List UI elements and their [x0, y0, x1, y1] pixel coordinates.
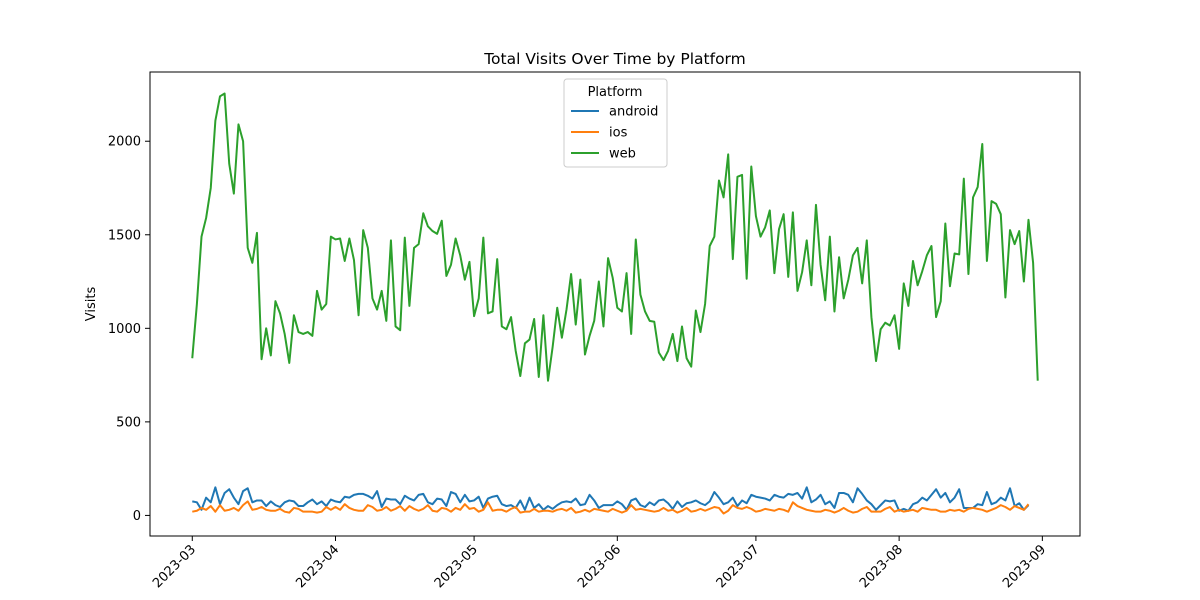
series-line-ios — [192, 500, 1030, 515]
legend: Platform android ios web — [563, 78, 668, 168]
legend-box — [563, 78, 668, 168]
y-tick-label: 2000 — [108, 135, 141, 150]
legend-label-android: android — [609, 105, 658, 120]
y-axis: 0 500 1000 1500 2000 — [108, 135, 150, 524]
plot-area — [191, 92, 1039, 515]
legend-title: Platform — [588, 85, 643, 100]
legend-label-ios: ios — [609, 126, 628, 141]
chart-title: Total Visits Over Time by Platform — [483, 50, 746, 68]
y-tick-label: 1000 — [108, 322, 141, 337]
series-line-web — [191, 92, 1039, 382]
series-line-android — [192, 486, 1030, 512]
plot-frame — [149, 71, 1081, 537]
legend-items: android ios web — [571, 105, 658, 162]
legend-label-web: web — [609, 147, 636, 162]
y-axis-label: Visits — [84, 287, 99, 322]
y-tick-label: 1500 — [108, 228, 141, 243]
y-tick-label: 500 — [116, 415, 141, 430]
y-tick-label: 0 — [133, 509, 141, 524]
